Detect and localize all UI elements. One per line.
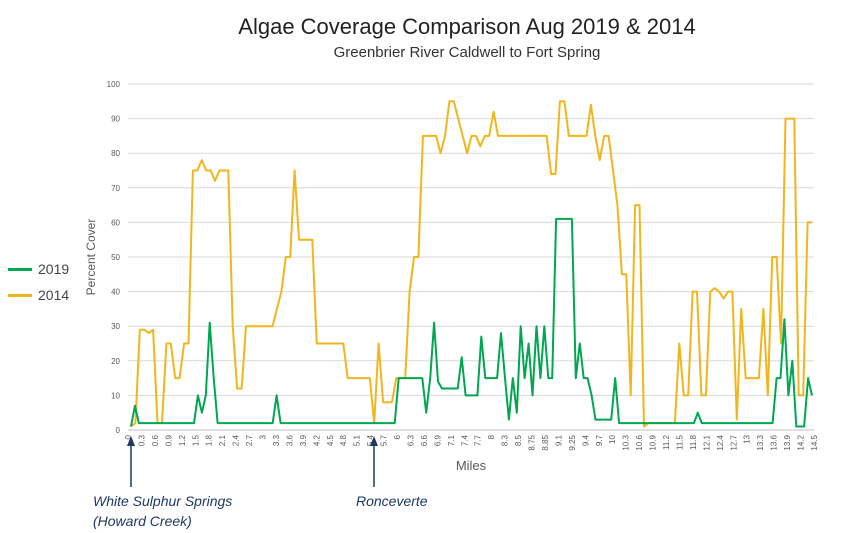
x-tick-label-44: 12.4 [716, 434, 725, 450]
y-tick-label-30: 30 [111, 322, 120, 331]
x-axis-title: Miles [456, 458, 487, 473]
chart-title: Algae Coverage Comparison Aug 2019 & 201… [238, 14, 696, 39]
x-tick-label-19: 5.7 [380, 434, 389, 446]
x-tick-label-46: 13 [743, 434, 752, 443]
x-tick-label-32: 9.1 [554, 434, 563, 446]
y-tick-label-70: 70 [111, 184, 120, 193]
annotation-white-sulphur-line1: White Sulphur Springs [93, 493, 233, 509]
x-tick-label-33: 9.25 [568, 434, 577, 450]
x-tick-label-9: 2.7 [245, 434, 254, 446]
legend-item-2014: 2014 [8, 282, 69, 308]
x-tick-label-11: 3.3 [272, 434, 281, 446]
y-tick-label-80: 80 [111, 149, 120, 158]
x-tick-label-16: 4.8 [339, 434, 348, 446]
y-tick-label-60: 60 [111, 218, 120, 227]
annotation-white-sulphur-line2: (Howard Creek) [93, 513, 192, 529]
x-tick-label-20: 6 [393, 434, 402, 439]
x-tick-label-2: 0.6 [151, 434, 160, 446]
x-tick-label-37: 10.3 [622, 434, 631, 450]
y-tick-label-10: 10 [111, 391, 120, 400]
x-tick-label-10: 3 [259, 434, 268, 439]
x-tick-label-18: 5.4 [366, 434, 375, 446]
arrow-white-sulphur-head [127, 436, 135, 446]
x-tick-label-15: 4.5 [326, 434, 335, 446]
annotation-ronceverte-label: Ronceverte [356, 493, 428, 509]
x-tick-label-23: 6.9 [433, 434, 442, 446]
x-tick-label-48: 13.6 [770, 434, 779, 450]
y-tick-label-0: 0 [116, 426, 121, 435]
x-tick-label-34: 9.4 [581, 434, 590, 446]
x-tick-label-5: 1.5 [191, 434, 200, 446]
x-tick-label-13: 3.9 [299, 434, 308, 446]
legend-label-2019: 2019 [38, 261, 70, 277]
x-tick-label-40: 11.2 [662, 434, 671, 450]
x-tick-label-51: 14.5 [810, 434, 819, 450]
arrow-ronceverte-head [370, 436, 378, 446]
legend: 2019 2014 [8, 256, 69, 308]
annotation-white-sulphur: White Sulphur Springs (Howard Creek) [93, 491, 232, 531]
legend-item-2019: 2019 [8, 256, 69, 282]
y-tick-label-100: 100 [107, 80, 121, 89]
x-tick-label-38: 10.6 [635, 434, 644, 450]
x-tick-label-45: 12.7 [729, 434, 738, 450]
series-line-2014 [130, 100, 812, 428]
x-tick-label-0: 0 [124, 434, 133, 439]
x-tick-label-7: 2.1 [218, 434, 227, 446]
x-tick-label-31: 8.85 [541, 434, 550, 450]
x-tick-label-50: 14.2 [797, 434, 806, 450]
x-tick-label-28: 8.3 [501, 434, 510, 446]
legend-swatch-2014 [8, 293, 32, 297]
x-tick-label-41: 11.5 [675, 434, 684, 450]
x-tick-label-12: 3.6 [285, 434, 294, 446]
x-tick-label-4: 1.2 [178, 434, 187, 446]
x-tick-label-35: 9.7 [595, 434, 604, 446]
x-tick-label-14: 4.2 [312, 434, 321, 446]
y-tick-label-50: 50 [111, 253, 120, 262]
x-tick-label-49: 13.9 [783, 434, 792, 450]
x-tick-label-39: 10.9 [649, 434, 658, 450]
x-tick-label-3: 0.9 [164, 434, 173, 446]
x-tick-label-1: 0.3 [137, 434, 146, 446]
y-tick-label-40: 40 [111, 288, 120, 297]
x-tick-label-27: 8 [487, 434, 496, 439]
x-tick-label-21: 6.3 [406, 434, 415, 446]
series-line-2019 [130, 217, 813, 428]
x-tick-label-22: 6.6 [420, 434, 429, 446]
x-tick-label-8: 2.4 [232, 434, 241, 446]
y-axis-title: Percent Cover [84, 219, 98, 296]
annotation-ronceverte: Ronceverte [356, 491, 428, 511]
y-tick-label-20: 20 [111, 357, 120, 366]
x-tick-label-30: 8.75 [528, 434, 537, 450]
legend-swatch-2019 [8, 267, 32, 271]
x-tick-label-25: 7.4 [460, 434, 469, 446]
chart-subtitle: Greenbrier River Caldwell to Fort Spring [333, 44, 601, 61]
x-tick-label-24: 7.1 [447, 434, 456, 446]
x-tick-label-47: 13.3 [756, 434, 765, 450]
y-tick-label-90: 90 [111, 115, 120, 124]
x-tick-label-26: 7.7 [474, 434, 483, 446]
legend-label-2014: 2014 [38, 287, 70, 303]
x-tick-label-17: 5.1 [353, 434, 362, 446]
x-tick-label-42: 11.8 [689, 434, 698, 450]
x-tick-label-29: 8.5 [514, 434, 523, 446]
x-tick-label-6: 1.8 [205, 434, 214, 446]
x-tick-label-36: 10 [608, 434, 617, 443]
x-tick-label-43: 12.1 [702, 434, 711, 450]
